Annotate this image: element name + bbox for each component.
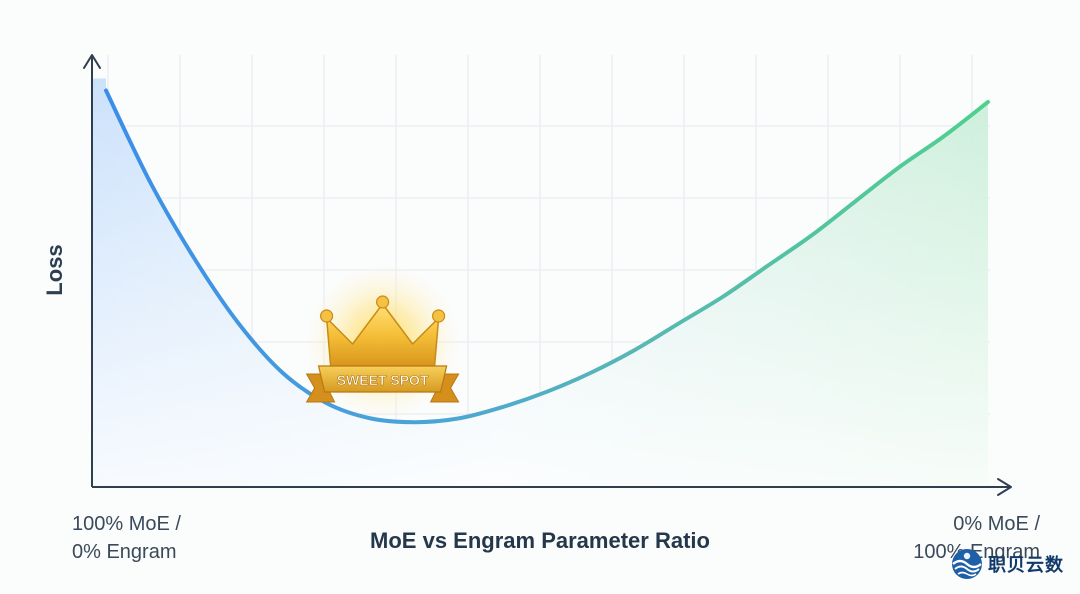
x-tick-right-line1: 0% MoE /	[890, 510, 1040, 538]
y-axis-label: Loss	[40, 237, 70, 303]
annotation-layer: SWEET SPOT	[305, 264, 461, 420]
crown-icon: SWEET SPOT	[305, 264, 461, 420]
x-tick-left-line2: 0% Engram	[72, 538, 181, 566]
crown-ball-left	[321, 310, 333, 322]
watermark-text: 职贝云数	[988, 551, 1064, 577]
watermark: 职贝云数	[950, 545, 1076, 583]
x-tick-left-line1: 100% MoE /	[72, 510, 181, 538]
x-tick-label-left: 100% MoE / 0% Engram	[72, 510, 181, 566]
annotation-text: SWEET SPOT	[337, 372, 429, 388]
crown-ball-center	[377, 296, 389, 308]
crown-ball-right	[433, 310, 445, 322]
globe-logo-icon	[950, 547, 984, 581]
